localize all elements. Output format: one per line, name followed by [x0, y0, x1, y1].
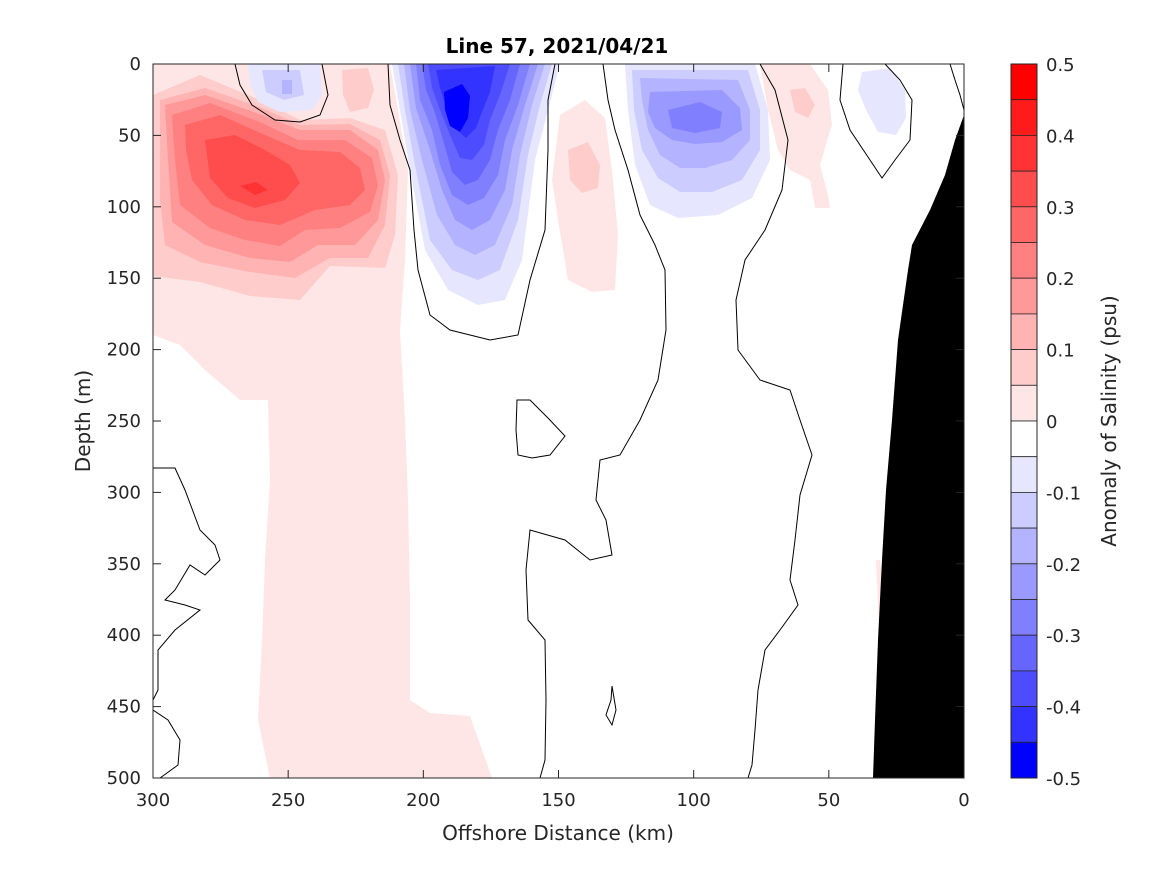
- x-tick-label: 150: [541, 790, 575, 811]
- colorbar-swatch: [1010, 349, 1038, 386]
- colorbar-swatch: [1010, 527, 1038, 565]
- y-tick-label: 450: [107, 697, 141, 718]
- colorbar-tick-label: 0.5: [1046, 55, 1075, 76]
- colorbar-frame: [1010, 63, 1038, 779]
- colorbar-swatch: [1010, 170, 1038, 208]
- fresh-east-level-5: [668, 102, 722, 133]
- y-tick-label: 300: [107, 482, 141, 503]
- y-tick-label: 400: [107, 625, 141, 646]
- bathymetry-slope: [873, 115, 964, 778]
- contour-line: [153, 467, 221, 701]
- colorbar-swatch: [1010, 99, 1038, 136]
- salty-patch-mid: [552, 100, 618, 292]
- x-tick-label: 0: [958, 790, 969, 811]
- colorbar-swatch: [1010, 670, 1038, 708]
- contour-line: [515, 399, 566, 459]
- colorbar: 0.5 0.4 0.3 0.2 0.1 0 -0.1 -0.2 -0.3 -0.4 -0.5 Ano…: [1010, 55, 1121, 790]
- y-tick-label: 50: [118, 125, 141, 146]
- salty-patch-mid-inner: [568, 142, 600, 193]
- colorbar-tick-label: -0.5: [1046, 769, 1081, 790]
- x-tick-label: 200: [406, 790, 440, 811]
- salty-patch-east-inner: [790, 88, 815, 118]
- colorbar-swatch: [1010, 563, 1038, 600]
- y-tick-label: 200: [107, 340, 141, 361]
- colorbar-swatch: [1010, 456, 1038, 493]
- colorbar-swatch: [1010, 277, 1038, 315]
- fresh-patch-east: [858, 68, 906, 135]
- salty-core-level-7: [240, 182, 268, 195]
- x-tick-label: 300: [136, 790, 170, 811]
- y-tick-label: 150: [107, 268, 141, 289]
- colorbar-swatch: [1010, 242, 1038, 279]
- x-tick-label: 100: [676, 790, 710, 811]
- y-tick-label: 500: [107, 768, 141, 789]
- colorbar-swatch: [1010, 384, 1038, 422]
- y-tick-label: 0: [130, 54, 141, 75]
- contour-fills: [153, 64, 964, 778]
- colorbar-tick-label: -0.2: [1046, 555, 1081, 576]
- colorbar-swatch: [1010, 313, 1038, 350]
- contour-line: [735, 64, 813, 778]
- x-axis: 300 250 200 150 100 50 0: [136, 64, 970, 811]
- contour-line: [387, 64, 556, 341]
- colorbar-swatch: [1010, 634, 1038, 672]
- y-tick-label: 350: [107, 554, 141, 575]
- fresh-core-level-9: [444, 84, 470, 132]
- colorbar-swatch: [1010, 420, 1038, 458]
- colorbar-tick-label: 0.4: [1046, 126, 1075, 147]
- contour-line: [153, 709, 181, 778]
- fresh-patch-upper-core: [282, 80, 292, 94]
- colorbar-swatch: [1010, 741, 1038, 779]
- colorbar-tick-label: -0.4: [1046, 698, 1081, 719]
- colorbar-swatch: [1010, 134, 1038, 172]
- colorbar-tick-label: 0.2: [1046, 269, 1075, 290]
- y-tick-label: 100: [107, 197, 141, 218]
- plot-area: [152, 63, 965, 779]
- colorbar-ticks: 0.5 0.4 0.3 0.2 0.1 0 -0.1 -0.2 -0.3 -0.4 -0.5: [1046, 55, 1081, 790]
- x-axis-title: Offshore Distance (km): [442, 821, 674, 845]
- colorbar-tick-label: -0.1: [1046, 483, 1081, 504]
- colorbar-tick-label: -0.3: [1046, 626, 1081, 647]
- colorbar-tick-label: 0.1: [1046, 341, 1075, 362]
- colorbar-label: Anomaly of Salinity (psu): [1097, 295, 1121, 546]
- colorbar-swatch: [1010, 706, 1038, 743]
- y-tick-label: 250: [107, 411, 141, 432]
- contour-line: [605, 685, 617, 727]
- contour-line: [525, 64, 667, 778]
- salty-patch-upper: [342, 68, 374, 112]
- contour-line: [234, 64, 329, 123]
- colorbar-swatch: [1010, 599, 1038, 636]
- colorbar-swatch: [1010, 63, 1038, 101]
- colorbar-tick-label: 0.3: [1046, 198, 1075, 219]
- x-tick-label: 250: [271, 790, 305, 811]
- chart-title: Line 57, 2021/04/21: [446, 34, 669, 58]
- y-axis: 0 50 100 150 200 250 300 350 400 450 500: [107, 54, 964, 789]
- salty-core-level-6: [205, 135, 300, 208]
- colorbar-swatch: [1010, 491, 1038, 529]
- colorbar-swatch: [1010, 206, 1038, 243]
- contour-line: [949, 64, 964, 111]
- y-axis-title: Depth (m): [71, 370, 95, 472]
- contour-lines: [153, 64, 964, 778]
- colorbar-levels: [1010, 63, 1038, 779]
- colorbar-tick-label: 0: [1046, 412, 1057, 433]
- contour-line: [839, 64, 913, 179]
- x-tick-label: 50: [817, 790, 840, 811]
